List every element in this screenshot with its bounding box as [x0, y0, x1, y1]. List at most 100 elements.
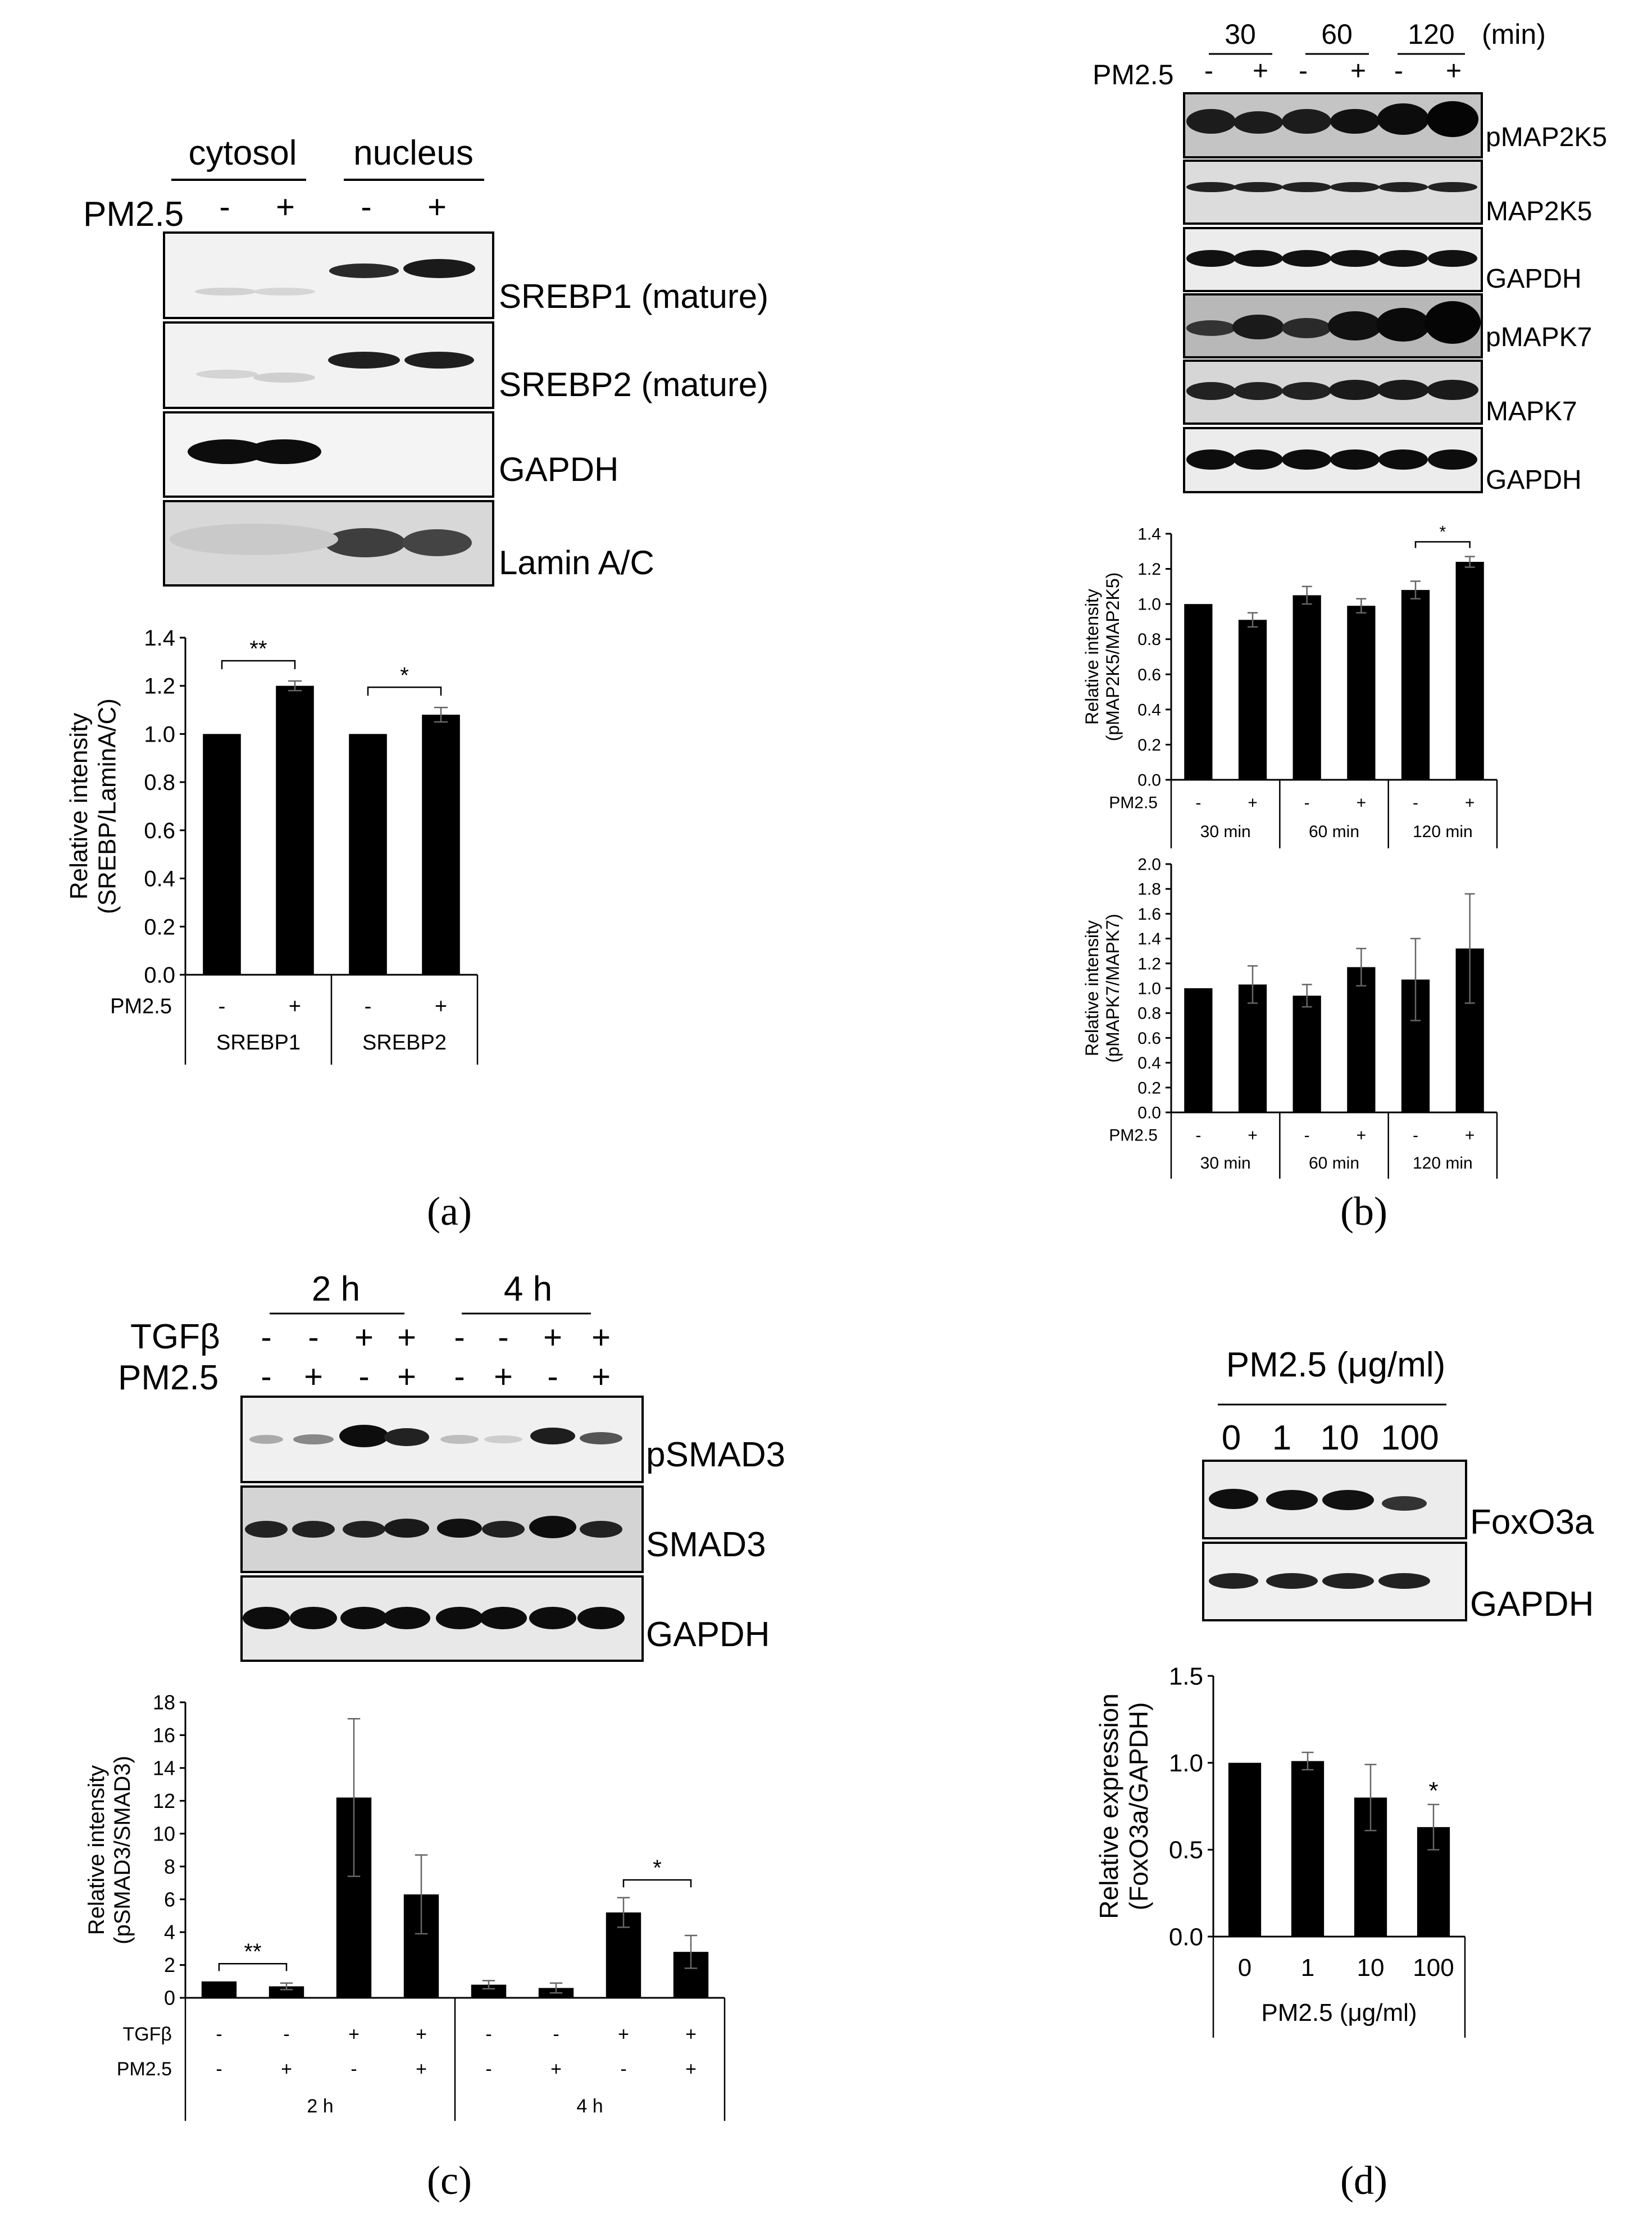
- y-tick-label: 0.5: [1169, 1837, 1203, 1864]
- group-label: 2 h: [307, 2096, 333, 2117]
- y-tick-label: 0.0: [144, 963, 175, 988]
- band: [1282, 250, 1331, 267]
- row-label-pm25-c: PM2.5: [118, 1358, 219, 1397]
- bar: [1238, 984, 1267, 1112]
- row-label: TGFβ: [122, 2024, 172, 2045]
- y-tick-label: 1.5: [1169, 1662, 1203, 1690]
- band: [580, 1521, 622, 1538]
- x-tick-label: 1: [1301, 1954, 1314, 1982]
- band: [436, 1607, 483, 1629]
- sign-b: +: [1350, 56, 1366, 86]
- bar: [1455, 562, 1484, 780]
- band: [1232, 315, 1284, 339]
- sign-label: +: [618, 2024, 629, 2045]
- panel-label-a: (a): [427, 1189, 472, 1234]
- group-label: 60 min: [1309, 1154, 1359, 1173]
- band: [1282, 182, 1331, 192]
- band: [440, 1435, 479, 1444]
- chart-d: 0.0 0.5 1.0 1.5 Relative expression(FoxO3a/G…: [1094, 1662, 1466, 2038]
- band: [1234, 111, 1283, 134]
- tgfb-sign: -: [261, 1319, 271, 1356]
- panel-label-d: (d): [1340, 2158, 1387, 2203]
- sign-label: -: [216, 2024, 222, 2045]
- band: [1427, 380, 1478, 400]
- time-header-60: 60: [1321, 19, 1353, 50]
- band: [1428, 250, 1477, 267]
- row-label-smad3: SMAD3: [646, 1525, 766, 1564]
- pm25-sign: +: [304, 1358, 323, 1395]
- sign-label: +: [1248, 1126, 1258, 1145]
- sign-b: +: [1253, 56, 1268, 86]
- sign-label: +: [416, 2024, 427, 2045]
- dose-100: 100: [1381, 1419, 1439, 1457]
- band: [480, 1607, 527, 1629]
- sign-label: -: [1195, 794, 1201, 812]
- treatment-label-pm25-b: PM2.5: [1093, 59, 1174, 90]
- bar: [422, 715, 460, 975]
- tgfb-sign: +: [397, 1319, 416, 1356]
- band: [290, 1607, 337, 1629]
- y-tick-label: 1.2: [144, 674, 175, 699]
- x-tick-label: 0: [1238, 1954, 1251, 1982]
- row-label-gapdh-a: GAPDH: [499, 451, 618, 488]
- sign-label: +: [1465, 1126, 1475, 1145]
- treatment-label-pm25: PM2.5: [83, 195, 184, 234]
- tgfb-sign: +: [591, 1319, 611, 1356]
- dose-0: 0: [1222, 1419, 1241, 1457]
- sign-a-1: +: [276, 189, 295, 225]
- bar: [1184, 604, 1213, 780]
- row-label-tgfb: TGFβ: [130, 1317, 220, 1356]
- sign-label: +: [1357, 1126, 1367, 1145]
- band: [437, 1519, 482, 1538]
- band: [1209, 1489, 1258, 1509]
- band: [1186, 449, 1236, 470]
- chart-b2: 0.0 0.2 0.4 0.6 0.8 1.0 1.2 1.4 1.6 1.8 2.0 Relativ…: [1082, 856, 1498, 1179]
- unit-min: (min): [1482, 19, 1546, 50]
- row-label-srebp2: SREBP2 (mature): [499, 366, 768, 403]
- bar: [1347, 606, 1376, 780]
- band: [404, 352, 474, 369]
- band: [1329, 380, 1381, 400]
- band: [1330, 250, 1380, 267]
- bar: [276, 685, 314, 975]
- y-axis-label-line: (SREBP/LaminA/C): [94, 698, 121, 914]
- bar: [1184, 988, 1213, 1112]
- pm25-sign: +: [494, 1358, 513, 1395]
- chart-b1: 0.0 0.2 0.4 0.6 0.8 1.0 1.2 1.4 Relative intensi…: [1082, 522, 1498, 848]
- band: [1282, 318, 1331, 338]
- blot-b-map2k5: [1183, 160, 1483, 225]
- y-axis-label: Relative expression(FoxO3a/GAPDH): [1094, 1693, 1153, 1919]
- row-label-gapdh-d: GAPDH: [1470, 1585, 1594, 1624]
- sign-label: +: [1357, 794, 1367, 812]
- chart-c: 0 2 4 6 8 10 12 14 16 18 Relative intensity(pSMAD3…: [84, 1691, 726, 2121]
- significance-bracket: [622, 1879, 692, 1888]
- sign-a-3: +: [427, 189, 447, 225]
- y-tick-label: 1.4: [144, 626, 175, 651]
- row-label: PM2.5: [1109, 1126, 1158, 1145]
- band: [1209, 1573, 1258, 1589]
- y-axis-label-line: (pMAPK7/MAPK7): [1103, 914, 1123, 1063]
- header-cytosol: cytosol: [189, 134, 297, 172]
- band: [253, 372, 315, 383]
- sign-label: -: [1304, 1126, 1310, 1145]
- sign-label: -: [620, 2059, 626, 2080]
- significance-marker: *: [1428, 1777, 1438, 1805]
- group-label: SREBP1: [216, 1031, 301, 1055]
- band: [530, 1428, 575, 1444]
- group-label: 30 min: [1200, 1154, 1251, 1173]
- band: [484, 1435, 522, 1443]
- band: [325, 528, 406, 557]
- significance-marker: **: [249, 637, 267, 661]
- y-tick-label: 12: [153, 1789, 175, 1812]
- band: [1330, 182, 1380, 192]
- tgfb-sign: +: [354, 1319, 374, 1356]
- band: [1376, 308, 1430, 342]
- sign-label: -: [1304, 794, 1310, 812]
- sign-label: +: [550, 2059, 562, 2080]
- y-tick-label: 18: [153, 1691, 175, 1714]
- pm25-sign: -: [261, 1358, 271, 1395]
- y-tick-label: 1.6: [1137, 905, 1161, 924]
- band: [529, 1516, 576, 1538]
- panel-d-blot: PM2.5 (μg/ml) 0 1 10 100 FoxO3a GAPDH: [1202, 1346, 1594, 1624]
